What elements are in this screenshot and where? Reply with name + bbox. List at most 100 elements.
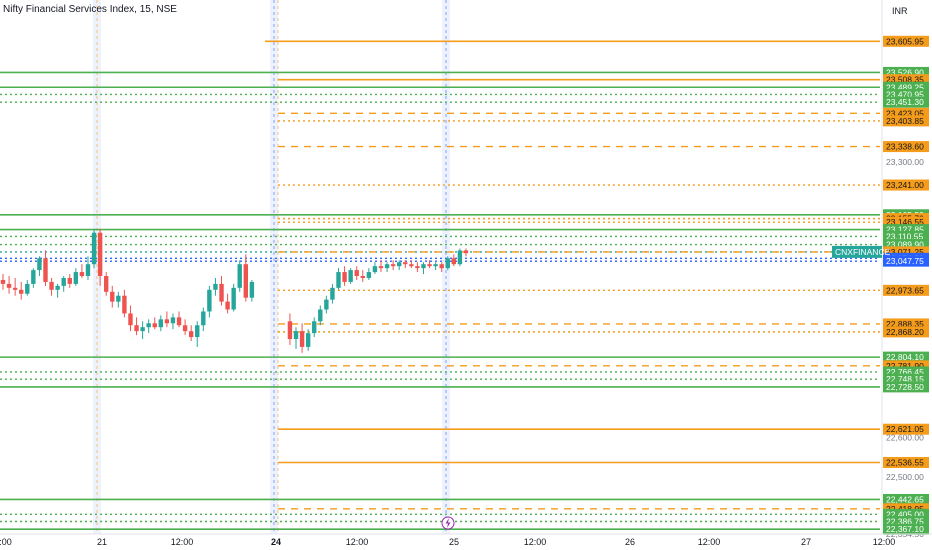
price-tag-label-20: 22,973.65 [886, 285, 924, 295]
candle-body-60 [397, 262, 402, 267]
price-tag-8 [883, 141, 929, 153]
price-tag-6 [883, 107, 929, 119]
scale-tick-0: 23,300.00 [886, 157, 924, 167]
candle-body-21 [128, 313, 133, 326]
price-tag-label-27: 22,728.50 [886, 382, 924, 392]
price-tag-19 [883, 255, 929, 267]
symbol-tag [832, 245, 882, 258]
price-tag-30 [883, 493, 929, 505]
candle-body-34 [207, 289, 212, 312]
candle-body-5 [31, 270, 36, 284]
candle-body-1 [6, 283, 12, 288]
candle-body-8 [49, 281, 54, 290]
price-tag-label-25: 22,766.45 [886, 367, 924, 377]
candle-body-47 [318, 309, 323, 322]
candle-body-27 [164, 319, 170, 324]
x-tick-1: 21 [97, 537, 107, 547]
price-tag-label-13: 23,127.85 [886, 225, 924, 235]
candle-body-66 [433, 264, 438, 267]
candle-body-65 [427, 264, 432, 267]
candle-body-50 [336, 272, 341, 288]
candle-body-15 [91, 232, 97, 265]
x-tick-8: 12:00 [698, 537, 721, 547]
candle-body-63 [415, 266, 420, 269]
candle-body-26 [158, 319, 164, 328]
price-tag-33 [883, 515, 929, 527]
price-tag-5 [883, 96, 929, 108]
price-tag-21 [883, 318, 929, 330]
price-tag-label-19: 23,047.75 [886, 256, 924, 266]
candle-body-24 [146, 323, 151, 328]
candle-body-54 [360, 276, 365, 278]
candle-body-51 [342, 272, 347, 282]
candle-body-20 [122, 295, 127, 314]
candle-body-48 [324, 299, 329, 310]
candle-body-18 [110, 291, 115, 302]
price-tag-26 [883, 373, 929, 385]
candle-body-37 [225, 301, 230, 310]
price-tag-32 [883, 508, 929, 520]
x-tick-3: 24 [271, 537, 281, 547]
price-tag-1 [883, 66, 929, 78]
candle-body-25 [152, 323, 157, 328]
price-tag-label-8: 23,338.60 [886, 142, 924, 152]
candle-body-71 [463, 250, 469, 254]
price-tag-label-3: 23,489.25 [886, 82, 924, 92]
candle-body-2 [12, 287, 18, 290]
price-tag-label-4: 23,470.95 [886, 89, 924, 99]
candle-body-13 [79, 272, 85, 277]
price-tag-label-33: 22,386.75 [886, 516, 924, 526]
candle-body-31 [188, 331, 194, 338]
candle-body-33 [201, 311, 206, 326]
candle-body-10 [61, 277, 66, 286]
candle-body-12 [73, 272, 79, 284]
price-tag-9 [883, 179, 929, 191]
candle-body-7 [43, 258, 48, 282]
candle-body-11 [67, 277, 72, 284]
x-tick-5: 25 [449, 537, 459, 547]
lightning-icon [441, 516, 455, 530]
candle-body-3 [19, 289, 24, 294]
candle-body-6 [37, 258, 42, 271]
price-tag-label-24: 22,781.90 [886, 361, 924, 371]
candle-body-30 [182, 325, 188, 332]
price-tag-14 [883, 230, 929, 242]
candle-body-22 [134, 325, 139, 332]
price-tag-label-28: 22,621.05 [886, 424, 924, 434]
price-tag-label-17: 23,071.25 [886, 247, 924, 257]
candle-body-23 [140, 327, 145, 332]
price-tag-label-9: 23,241.00 [886, 180, 924, 190]
x-tick-7: 26 [625, 537, 635, 547]
candle-body-68 [445, 258, 450, 269]
price-tag-7 [883, 115, 929, 127]
price-tag-label-1: 23,526.90 [886, 67, 924, 77]
candle-body-14 [85, 264, 91, 277]
price-tag-label-34: 22,367.10 [886, 524, 924, 534]
candle-body-69 [451, 258, 457, 265]
chart-title: Nifty Financial Services Index, 15, NSE [3, 4, 177, 15]
candle-body-46 [312, 321, 317, 334]
price-tag-4 [883, 88, 929, 100]
currency-label[interactable]: INR [892, 6, 908, 16]
price-tag-17 [883, 246, 929, 258]
candle-body-40 [243, 264, 248, 298]
candle-body-17 [103, 276, 109, 292]
candle-body-28 [170, 317, 176, 324]
candle-body-53 [354, 270, 359, 277]
price-tag-12 [883, 216, 929, 228]
price-tag-22 [883, 326, 929, 338]
price-tag-20 [883, 284, 929, 296]
price-tag-label-23: 22,804.10 [886, 352, 924, 362]
price-tag-label-29: 22,536.55 [886, 457, 924, 467]
price-tag-23 [883, 351, 929, 363]
price-tag-15 [883, 239, 929, 251]
x-tick-10: 12:00 [873, 537, 896, 547]
candle-body-39 [237, 264, 242, 288]
candle-body-56 [372, 266, 378, 273]
candle-body-58 [384, 264, 390, 269]
candle-body-36 [219, 283, 224, 302]
candle-body-67 [439, 264, 444, 269]
x-tick-4: 12:00 [346, 537, 369, 547]
candle-body-35 [213, 283, 218, 290]
